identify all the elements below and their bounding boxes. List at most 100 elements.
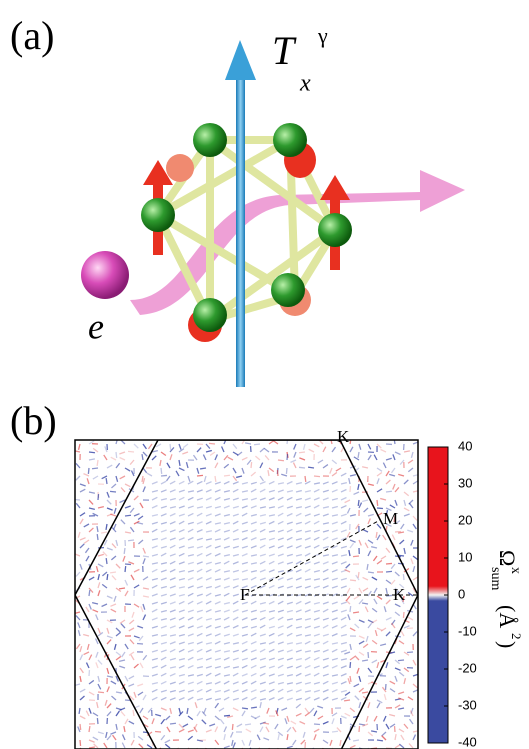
field-arrow xyxy=(303,732,305,738)
field-arrow xyxy=(353,612,359,613)
field-arrow xyxy=(152,602,158,604)
field-arrow xyxy=(305,683,311,684)
field-arrow xyxy=(260,570,266,572)
field-arrow xyxy=(76,503,80,508)
field-arrow xyxy=(242,740,244,745)
field-arrow xyxy=(107,668,109,674)
field-arrow xyxy=(179,698,184,700)
field-arrow xyxy=(197,553,202,556)
field-arrow xyxy=(161,578,167,580)
field-arrow xyxy=(278,571,284,572)
field-arrow xyxy=(381,450,386,452)
field-arrow xyxy=(188,666,193,668)
field-arrow xyxy=(314,579,320,580)
field-arrow xyxy=(142,454,143,460)
field-arrow xyxy=(183,444,188,448)
field-arrow xyxy=(161,602,167,604)
field-arrow xyxy=(107,735,111,740)
field-arrow xyxy=(391,468,395,473)
field-arrow xyxy=(170,642,176,644)
field-arrow xyxy=(287,675,293,676)
field-arrow xyxy=(377,472,382,476)
field-arrow xyxy=(305,635,311,636)
field-arrow xyxy=(152,456,156,460)
field-arrow xyxy=(224,617,229,620)
field-arrow xyxy=(362,467,368,468)
field-arrow xyxy=(374,716,377,721)
field-arrow xyxy=(386,600,390,604)
field-arrow xyxy=(260,699,266,700)
field-arrow xyxy=(372,640,377,644)
field-arrow xyxy=(363,529,368,532)
field-arrow xyxy=(98,494,99,500)
field-arrow xyxy=(368,514,374,516)
field-arrow xyxy=(269,666,275,668)
field-arrow xyxy=(384,606,386,612)
field-arrow xyxy=(287,602,293,604)
field-arrow xyxy=(170,507,176,508)
field-arrow xyxy=(332,506,338,508)
field-arrow xyxy=(287,546,293,548)
field-arrow xyxy=(188,537,193,540)
field-arrow xyxy=(296,570,301,572)
field-arrow xyxy=(247,460,251,465)
field-arrow xyxy=(251,601,256,604)
field-arrow xyxy=(93,713,98,716)
field-arrow xyxy=(386,632,390,636)
field-arrow xyxy=(119,666,125,668)
field-arrow xyxy=(278,734,279,740)
field-arrow xyxy=(341,659,347,660)
field-arrow xyxy=(186,462,188,468)
field-arrow xyxy=(242,641,247,644)
field-arrow xyxy=(350,628,355,631)
field-arrow xyxy=(413,556,418,560)
field-arrow xyxy=(377,560,382,564)
field-arrow xyxy=(314,476,320,477)
field-arrow xyxy=(314,530,320,532)
field-arrow xyxy=(197,507,203,508)
field-arrow xyxy=(390,689,395,692)
field-arrow xyxy=(152,666,158,668)
field-arrow xyxy=(287,683,293,684)
field-arrow xyxy=(161,452,166,455)
field-arrow xyxy=(305,562,311,564)
field-arrow xyxy=(204,476,206,482)
field-arrow xyxy=(251,626,257,628)
field-arrow xyxy=(411,558,413,564)
field-arrow xyxy=(84,540,89,543)
field-arrow xyxy=(233,690,239,692)
field-arrow xyxy=(233,570,239,572)
field-arrow xyxy=(89,577,94,580)
field-arrow xyxy=(251,530,257,532)
field-arrow xyxy=(80,544,84,548)
field-arrow xyxy=(347,588,350,593)
field-arrow xyxy=(377,740,383,741)
field-arrow xyxy=(107,712,111,716)
field-arrow xyxy=(195,702,197,708)
field-arrow xyxy=(278,530,284,532)
field-arrow xyxy=(347,508,350,513)
field-arrow xyxy=(215,563,221,564)
field-arrow xyxy=(296,627,302,628)
field-arrow xyxy=(305,553,310,556)
field-arrow xyxy=(137,523,143,524)
field-arrow xyxy=(287,537,292,540)
field-arrow xyxy=(296,539,302,540)
field-arrow xyxy=(125,591,128,596)
field-arrow xyxy=(341,586,347,588)
field-arrow xyxy=(359,540,361,546)
field-arrow xyxy=(170,626,176,628)
field-arrow xyxy=(179,546,185,548)
field-arrow xyxy=(179,634,185,636)
field-arrow xyxy=(167,463,170,468)
field-arrow xyxy=(98,554,104,556)
field-arrow xyxy=(377,500,378,506)
field-arrow xyxy=(152,585,157,588)
field-arrow xyxy=(161,650,167,652)
field-arrow xyxy=(170,618,176,620)
field-arrow xyxy=(368,540,373,543)
field-arrow xyxy=(89,452,95,453)
field-arrow xyxy=(206,643,212,644)
field-arrow xyxy=(296,483,302,484)
field-arrow xyxy=(224,603,230,604)
